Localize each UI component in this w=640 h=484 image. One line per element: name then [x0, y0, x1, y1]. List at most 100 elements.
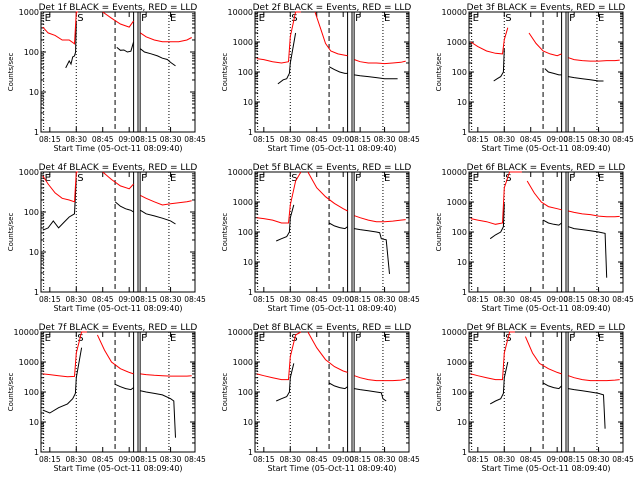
lld-series-line — [307, 171, 348, 212]
lld-series-line — [470, 171, 522, 225]
event-marker-letter: E — [170, 173, 176, 184]
panel-title: Det 2f BLACK = Events, RED = LLD — [253, 3, 412, 13]
x-tick-label: 08:30 — [160, 295, 182, 304]
y-axis-label: Counts/sec — [221, 213, 229, 252]
x-tick-label: 08:45 — [184, 455, 206, 464]
x-tick-label: 09:00 — [118, 455, 140, 464]
x-tick-label: 08:45 — [184, 295, 206, 304]
x-tick-label: 08:15 — [563, 135, 585, 144]
lld-series-line — [140, 194, 192, 206]
y-axis-label: Counts/sec — [435, 53, 443, 92]
x-tick-label: 09:00 — [546, 455, 568, 464]
lld-series-line — [256, 331, 302, 381]
events-series-line — [140, 48, 176, 67]
event-marker-letter: F — [569, 333, 575, 344]
x-tick-label: 08:15 — [135, 135, 157, 144]
y-tick-label: 10000 — [228, 328, 253, 337]
y-tick-label: 1000 — [19, 168, 39, 177]
lld-series-line — [470, 27, 509, 55]
x-tick-label: 08:30 — [493, 135, 515, 144]
y-tick-label: 10000 — [228, 8, 253, 17]
x-tick-label: 08:45 — [398, 135, 420, 144]
panel-1: Det 1f BLACK = Events, RED = LLD 1 10 100 10… — [7, 3, 206, 153]
y-tick-label: 100 — [24, 388, 39, 397]
x-tick-label: 08:15 — [39, 455, 61, 464]
y-tick-label: 10 — [457, 98, 467, 107]
x-tick-label: 08:15 — [467, 135, 489, 144]
panel-3: Det 3f BLACK = Events, RED = LLD 1 10 100 10… — [435, 3, 634, 153]
event-marker-letter: E — [473, 173, 479, 184]
plot-frame — [40, 331, 196, 453]
events-series-line — [568, 76, 604, 82]
y-axis-label: Counts/sec — [221, 373, 229, 412]
event-marker-letter: S — [505, 13, 511, 24]
x-tick-label: 08:45 — [306, 455, 328, 464]
y-tick-label: 1000 — [447, 38, 467, 47]
event-marker-letter: S — [77, 13, 83, 24]
lld-series-line — [42, 171, 78, 203]
y-tick-label: 10 — [243, 98, 253, 107]
lld-series-line — [524, 336, 562, 375]
y-tick-label: 100 — [452, 68, 467, 77]
y-tick-label: 100 — [24, 48, 39, 57]
lld-series-line — [102, 171, 134, 190]
x-tick-label: 08:30 — [374, 455, 396, 464]
lld-series-line — [568, 57, 620, 62]
x-tick-label: 09:00 — [332, 135, 354, 144]
plot-frame — [40, 11, 196, 133]
x-tick-label: 08:15 — [39, 295, 61, 304]
x-tick-label: 08:30 — [65, 455, 87, 464]
y-tick-label: 10000 — [442, 168, 467, 177]
x-tick-label: 08:45 — [92, 295, 114, 304]
x-tick-label: 08:45 — [612, 135, 634, 144]
y-tick-label: 10 — [457, 418, 467, 427]
events-series-line — [116, 41, 135, 53]
lld-series-line — [528, 32, 562, 57]
x-tick-label: 08:30 — [160, 135, 182, 144]
event-marker-letter: S — [77, 173, 83, 184]
lld-series-line — [256, 171, 302, 224]
plot-frame — [468, 331, 624, 453]
x-tick-label: 08:45 — [92, 455, 114, 464]
y-tick-label: 1 — [34, 288, 39, 297]
lld-series-line — [307, 331, 348, 373]
y-tick-label: 1000 — [19, 358, 39, 367]
plot-frame — [468, 11, 624, 133]
events-series-line — [276, 204, 295, 242]
events-series-line — [568, 388, 606, 429]
lld-series-line — [314, 11, 348, 57]
events-series-line — [277, 32, 297, 85]
x-tick-label: 08:30 — [65, 295, 87, 304]
x-tick-label: 08:30 — [374, 135, 396, 144]
plot-frame — [254, 171, 410, 293]
y-tick-label: 10000 — [228, 168, 253, 177]
y-tick-label: 1 — [248, 288, 253, 297]
panel-title: Det 3f BLACK = Events, RED = LLD — [467, 3, 626, 13]
panel-title: Det 5f BLACK = Events, RED = LLD — [253, 163, 412, 173]
x-tick-label: 08:30 — [279, 455, 301, 464]
x-tick-label: 09:00 — [546, 135, 568, 144]
x-axis-label: Start Time (05-Oct-11 08:09:40) — [481, 304, 610, 313]
y-tick-label: 100 — [452, 388, 467, 397]
events-series-line — [568, 226, 608, 278]
event-marker-letter: F — [355, 333, 361, 344]
x-tick-label: 08:45 — [184, 135, 206, 144]
event-marker-letter: E — [259, 333, 265, 344]
x-tick-label: 08:45 — [612, 455, 634, 464]
event-marker-letter: F — [569, 173, 575, 184]
events-series-line — [489, 203, 505, 240]
y-axis-label: Counts/sec — [7, 53, 15, 92]
events-series-line — [489, 361, 509, 405]
event-marker-letter: E — [259, 13, 265, 24]
x-tick-label: 08:15 — [253, 135, 275, 144]
events-series-line — [354, 388, 387, 402]
lld-series-line — [526, 180, 562, 211]
event-marker-letter: F — [141, 13, 147, 24]
y-tick-label: 1000 — [233, 358, 253, 367]
panel-6: Det 6f BLACK = Events, RED = LLD 1 10 100 10… — [435, 163, 634, 313]
panel-title: Det 8f BLACK = Events, RED = LLD — [253, 323, 412, 333]
x-tick-label: 08:45 — [612, 295, 634, 304]
lld-series-line — [354, 59, 406, 65]
x-axis-label: Start Time (05-Oct-11 08:09:40) — [53, 144, 182, 153]
